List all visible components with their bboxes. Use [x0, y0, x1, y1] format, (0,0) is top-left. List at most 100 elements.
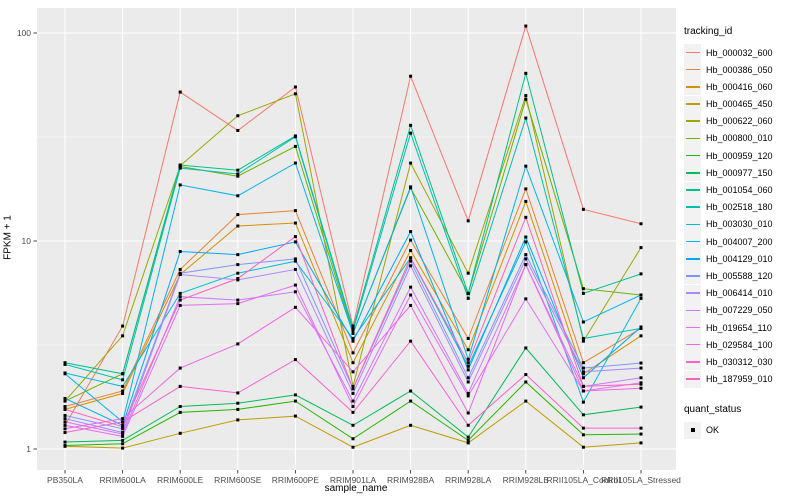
data-point — [581, 389, 585, 393]
data-point — [639, 432, 643, 436]
legend-key-line-icon — [685, 189, 700, 191]
data-point — [293, 414, 297, 418]
x-tick-label: RRIM600LA — [99, 475, 146, 485]
legend-title-tracking-id: tracking_id — [684, 26, 733, 37]
legend-item-Hb_187959_010: Hb_187959_010 — [684, 370, 798, 388]
legend-key-line-icon — [685, 309, 700, 312]
data-point — [581, 413, 585, 417]
legend-item-label: Hb_002518_180 — [706, 202, 773, 213]
data-point — [639, 386, 643, 390]
data-point — [639, 246, 643, 250]
data-point — [63, 417, 67, 421]
data-point — [466, 348, 470, 352]
data-point — [236, 253, 240, 257]
data-point — [524, 257, 528, 261]
data-point — [293, 283, 297, 287]
data-point — [121, 446, 125, 450]
data-point — [121, 378, 125, 382]
data-point — [581, 291, 585, 295]
data-point — [466, 376, 470, 380]
legend-item-label: Hb_001054_060 — [706, 185, 773, 195]
x-tick-label: RRII105LA_Control — [547, 475, 621, 485]
legend-item-Hb_000959_120: Hb_000959_120 — [684, 147, 798, 165]
data-point — [293, 393, 297, 397]
data-point — [293, 92, 297, 96]
legend-item-Hb_000386_050: Hb_000386_050 — [684, 61, 798, 79]
legend-item-Hb_000800_010: Hb_000800_010 — [684, 129, 798, 147]
data-point — [178, 90, 182, 94]
data-point — [639, 405, 643, 409]
data-point — [351, 405, 355, 409]
data-point — [293, 209, 297, 213]
data-point — [236, 391, 240, 395]
legend-key-line-icon — [685, 206, 700, 208]
legend-key-line-icon — [685, 223, 700, 226]
data-point — [524, 346, 528, 350]
legend-title-quant-status: quant_status — [684, 403, 742, 415]
data-point — [121, 334, 125, 338]
data-point — [351, 391, 355, 395]
data-point — [466, 271, 470, 275]
data-point — [63, 440, 67, 444]
legend-key-line-icon — [685, 361, 700, 363]
legend-key-swatch — [684, 95, 701, 113]
data-point — [178, 291, 182, 295]
data-point — [236, 302, 240, 306]
legend-key-line-icon — [685, 137, 700, 140]
data-point — [63, 423, 67, 427]
data-point — [466, 391, 470, 395]
data-point — [293, 257, 297, 261]
data-point — [524, 380, 528, 384]
data-point — [409, 123, 413, 127]
data-point — [178, 303, 182, 307]
data-point — [409, 285, 413, 289]
data-point — [121, 434, 125, 438]
data-point — [524, 215, 528, 219]
data-point — [351, 399, 355, 403]
legend-item-label: OK — [706, 425, 720, 436]
data-point — [121, 432, 125, 436]
legend-item-Hb_000622_060: Hb_000622_060 — [684, 112, 798, 130]
data-point — [581, 372, 585, 376]
legend-key-line-icon — [685, 326, 700, 329]
data-point — [409, 238, 413, 242]
legend: tracking_id Hb_000032_600 Hb_000386_050 Hb… — [684, 26, 798, 439]
data-point — [351, 445, 355, 449]
legend-item-Hb_002518_180: Hb_002518_180 — [684, 198, 798, 216]
data-point — [121, 372, 125, 376]
x-tick-label: RRIM600PE — [272, 475, 320, 485]
data-point — [581, 366, 585, 370]
x-tick-label: RRII105LA_Stressed — [601, 475, 681, 485]
legend-key-swatch — [684, 336, 701, 354]
legend-item-label: Hb_003030_010 — [706, 219, 773, 230]
data-point — [639, 366, 643, 370]
legend-key-line-icon — [685, 378, 700, 380]
data-point — [581, 445, 585, 449]
data-point — [121, 431, 125, 435]
legend-item-Hb_005588_120: Hb_005588_120 — [684, 267, 798, 285]
data-point — [63, 361, 67, 365]
x-tick-label: PB350LA — [47, 475, 83, 485]
data-point — [639, 325, 643, 329]
data-point — [639, 441, 643, 445]
data-point — [524, 199, 528, 203]
x-axis-title: sample_name — [324, 483, 388, 494]
data-point — [121, 425, 125, 429]
data-point — [639, 293, 643, 297]
legend-item-Hb_001054_060: Hb_001054_060 — [684, 181, 798, 199]
data-point — [466, 435, 470, 439]
legend-item-label: Hb_000465_450 — [706, 99, 773, 110]
data-point — [524, 116, 528, 120]
legend-item-label: Hb_005588_120 — [706, 270, 773, 281]
data-point — [581, 287, 585, 291]
data-point — [121, 389, 125, 393]
data-point — [236, 342, 240, 346]
data-point — [178, 166, 182, 170]
data-point — [236, 263, 240, 267]
data-point — [236, 194, 240, 198]
data-point — [639, 272, 643, 276]
x-tick-label: RRIM928BA — [387, 475, 435, 485]
legend-key-swatch — [684, 370, 701, 388]
data-point — [293, 305, 297, 309]
data-point — [236, 174, 240, 178]
